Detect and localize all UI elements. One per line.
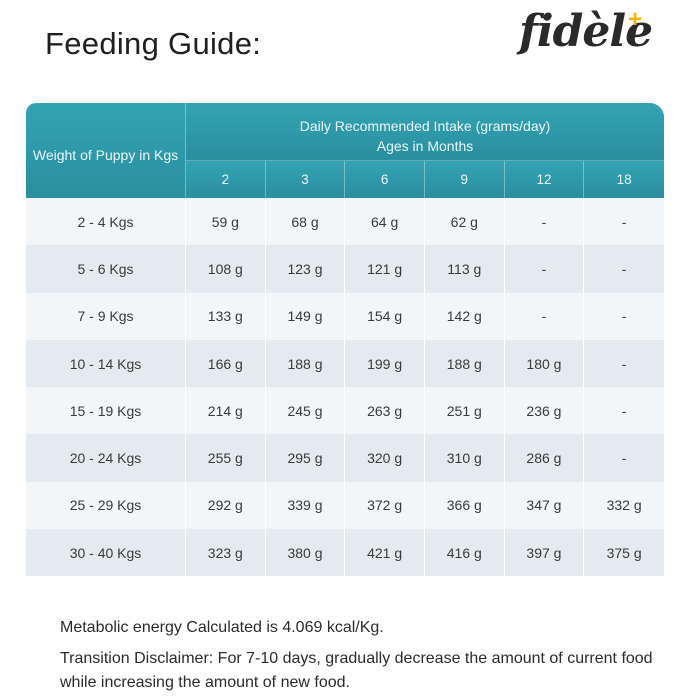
intake-cell: 154 g bbox=[345, 292, 425, 340]
intake-cell: 380 g bbox=[265, 529, 346, 577]
intake-cell: 142 g bbox=[424, 292, 505, 340]
age-header-cell: 9 bbox=[424, 160, 505, 198]
intake-cell: 375 g bbox=[584, 529, 664, 577]
intake-cell: 263 g bbox=[345, 387, 425, 435]
age-header-row: 2 3 6 9 12 18 bbox=[26, 160, 664, 198]
intake-cell: 188 g bbox=[265, 339, 346, 388]
intake-cell: 59 g bbox=[186, 198, 266, 246]
intake-cell: - bbox=[504, 245, 585, 293]
weight-cell: 2 - 4 Kgs bbox=[26, 198, 186, 246]
page-title: Feeding Guide: bbox=[45, 26, 262, 61]
intake-cell: 121 g bbox=[345, 245, 425, 293]
intake-cell: 295 g bbox=[265, 434, 346, 482]
intake-cell: 199 g bbox=[345, 339, 425, 388]
intake-cell: 255 g bbox=[186, 434, 266, 482]
intake-cell: 62 g bbox=[424, 198, 505, 246]
intake-cell: - bbox=[584, 245, 664, 293]
brand-logo: fidèle bbox=[519, 6, 653, 57]
intake-header-subtitle: Ages in Months bbox=[376, 138, 474, 154]
intake-cell: 166 g bbox=[186, 339, 266, 388]
intake-cell: 332 g bbox=[584, 481, 664, 530]
table-row: 10 - 14 Kgs 166 g 188 g 199 g 188 g 180 g- bbox=[26, 339, 664, 388]
intake-cell: 123 g bbox=[265, 245, 346, 293]
intake-cell: 292 g bbox=[186, 481, 266, 530]
feeding-guide-table-container: Weight of Puppy in Kgs Daily Recommended… bbox=[26, 103, 664, 577]
intake-cell: - bbox=[584, 387, 664, 435]
age-header-cell: 18 bbox=[584, 160, 664, 198]
age-header-cell: 6 bbox=[345, 160, 425, 198]
weight-cell: 30 - 40 Kgs bbox=[26, 529, 186, 577]
brand-logo-plus-icon: + bbox=[628, 6, 643, 33]
table-header: Weight of Puppy in Kgs Daily Recommended… bbox=[26, 103, 664, 198]
intake-cell: 188 g bbox=[424, 339, 505, 388]
intake-cell: 366 g bbox=[424, 481, 505, 530]
age-header-cell: 12 bbox=[504, 160, 585, 198]
weight-cell: 25 - 29 Kgs bbox=[26, 481, 186, 530]
intake-cell: 397 g bbox=[504, 529, 585, 577]
weight-cell: 5 - 6 Kgs bbox=[26, 245, 186, 293]
weight-cell: 7 - 9 Kgs bbox=[26, 292, 186, 340]
table-row: 5 - 6 Kgs 108 g 123 g 121 g 113 g-- bbox=[26, 245, 664, 293]
table-row: 15 - 19 Kgs 214 g 245 g 263 g 251 g 236 g- bbox=[26, 387, 664, 435]
energy-note: Metabolic energy Calculated is 4.069 kca… bbox=[60, 619, 384, 636]
intake-header-title: Daily Recommended Intake (grams/day) bbox=[299, 118, 551, 134]
intake-cell: 68 g bbox=[265, 198, 346, 246]
intake-cell: 113 g bbox=[424, 245, 505, 293]
intake-cell: 421 g bbox=[345, 529, 425, 577]
intake-cell: 236 g bbox=[504, 387, 585, 435]
intake-cell: - bbox=[584, 434, 664, 482]
intake-cell: 245 g bbox=[265, 387, 346, 435]
intake-cell: 214 g bbox=[186, 387, 266, 435]
intake-cell: - bbox=[584, 198, 664, 246]
intake-cell: 251 g bbox=[424, 387, 505, 435]
intake-cell: 347 g bbox=[504, 481, 585, 530]
table-body: 2 - 4 Kgs 59 g 68 g 64 g 62 g--5 - 6 Kgs 108 … bbox=[26, 198, 664, 577]
table-row: 2 - 4 Kgs 59 g 68 g 64 g 62 g-- bbox=[26, 198, 664, 246]
intake-cell: 339 g bbox=[265, 481, 346, 530]
intake-cell: - bbox=[504, 198, 585, 246]
table-row: 20 - 24 Kgs 255 g 295 g 320 g 310 g 286 g- bbox=[26, 434, 664, 482]
age-header-cell: 2 bbox=[186, 160, 266, 198]
intake-cell: 320 g bbox=[345, 434, 425, 482]
intake-cell: 286 g bbox=[504, 434, 585, 482]
intake-cell: 180 g bbox=[504, 339, 585, 388]
intake-cell: - bbox=[504, 292, 585, 340]
intake-cell: 323 g bbox=[186, 529, 266, 577]
intake-cell: 64 g bbox=[345, 198, 425, 246]
weight-cell: 20 - 24 Kgs bbox=[26, 434, 186, 482]
weight-cell: 15 - 19 Kgs bbox=[26, 387, 186, 435]
intake-cell: 372 g bbox=[345, 481, 425, 530]
weight-cell: 10 - 14 Kgs bbox=[26, 339, 186, 388]
age-header-cell: 3 bbox=[265, 160, 346, 198]
feeding-guide-table: Weight of Puppy in Kgs Daily Recommended… bbox=[26, 103, 664, 577]
intake-cell: - bbox=[584, 292, 664, 340]
intake-cell: 133 g bbox=[186, 292, 266, 340]
intake-cell: 108 g bbox=[186, 245, 266, 293]
intake-cell: - bbox=[584, 339, 664, 388]
intake-cell: 149 g bbox=[265, 292, 346, 340]
table-row: 7 - 9 Kgs 133 g 149 g 154 g 142 g-- bbox=[26, 292, 664, 340]
weight-column-header: Weight of Puppy in Kgs bbox=[26, 103, 186, 198]
transition-disclaimer: Transition Disclaimer: For 7-10 days, gr… bbox=[60, 650, 653, 691]
intake-cell: 310 g bbox=[424, 434, 505, 482]
intake-column-header: Daily Recommended Intake (grams/day) Age… bbox=[186, 103, 664, 160]
table-row: 30 - 40 Kgs 323 g 380 g 421 g 416 g 397 g 375 … bbox=[26, 529, 664, 577]
table-row: 25 - 29 Kgs 292 g 339 g 372 g 366 g 347 g 332 … bbox=[26, 481, 664, 530]
intake-cell: 416 g bbox=[424, 529, 505, 577]
